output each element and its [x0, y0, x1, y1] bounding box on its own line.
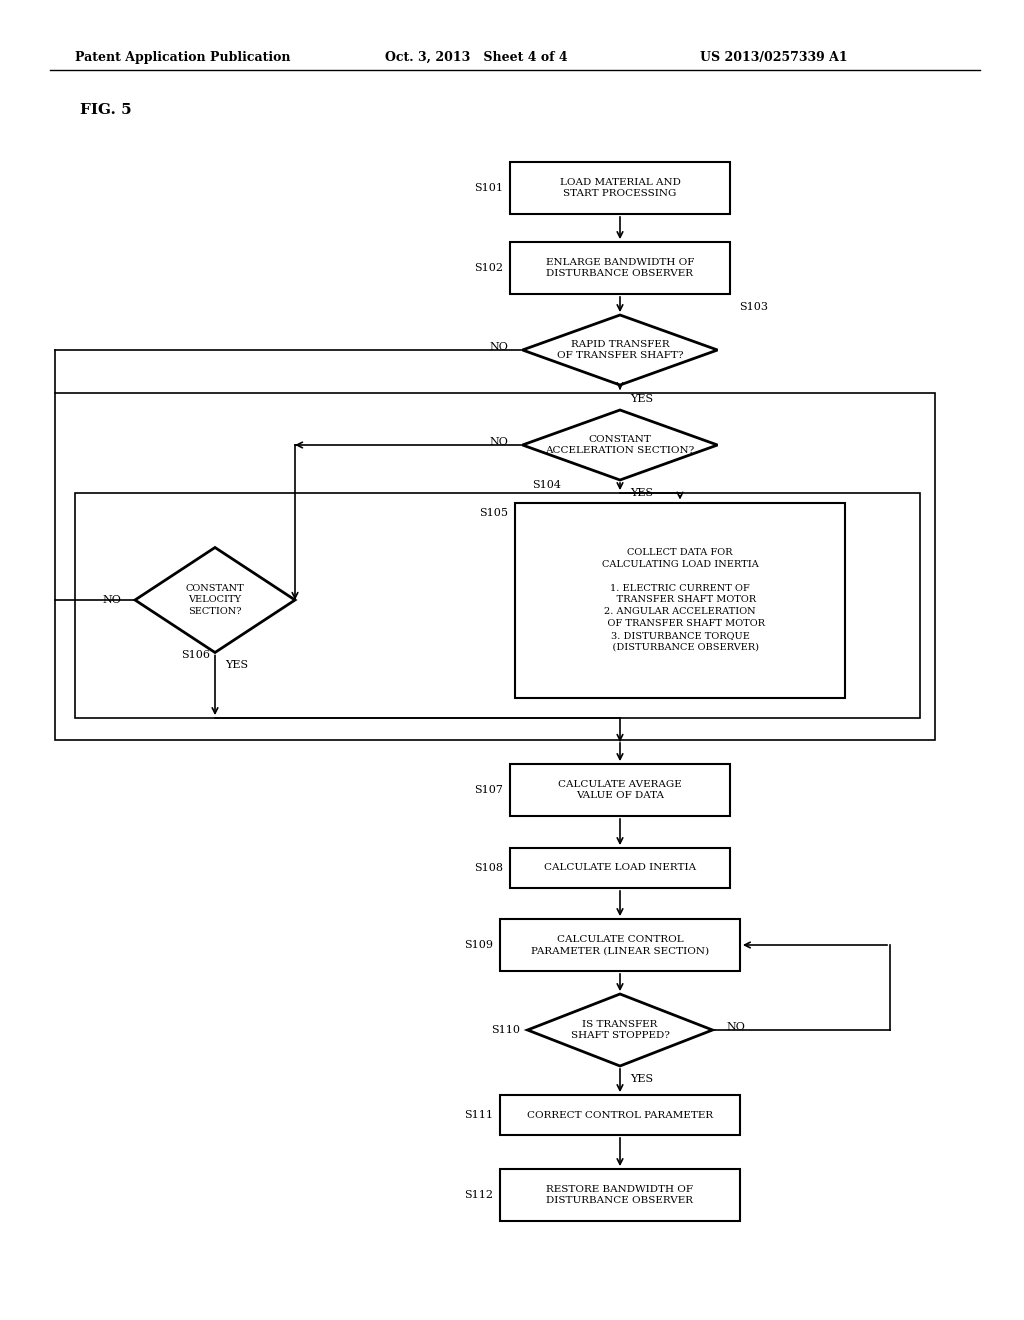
Text: S107: S107 — [474, 785, 503, 795]
Text: YES: YES — [630, 393, 653, 404]
Text: S102: S102 — [474, 263, 503, 273]
Text: NO: NO — [489, 437, 509, 447]
Text: LOAD MATERIAL AND
START PROCESSING: LOAD MATERIAL AND START PROCESSING — [559, 178, 680, 198]
Polygon shape — [135, 548, 295, 652]
Polygon shape — [522, 315, 718, 385]
Text: YES: YES — [630, 488, 653, 498]
Text: S101: S101 — [474, 183, 503, 193]
Text: YES: YES — [225, 660, 248, 669]
Text: NO: NO — [102, 595, 121, 605]
FancyBboxPatch shape — [500, 919, 740, 972]
Text: S112: S112 — [464, 1191, 493, 1200]
Text: YES: YES — [630, 1074, 653, 1084]
Text: COLLECT DATA FOR
CALCULATING LOAD INERTIA

1. ELECTRIC CURRENT OF
    TRANSFER S: COLLECT DATA FOR CALCULATING LOAD INERTI… — [595, 548, 765, 652]
Text: NO: NO — [489, 342, 509, 352]
FancyBboxPatch shape — [500, 1096, 740, 1135]
Text: Oct. 3, 2013   Sheet 4 of 4: Oct. 3, 2013 Sheet 4 of 4 — [385, 50, 567, 63]
FancyBboxPatch shape — [515, 503, 845, 697]
Text: ENLARGE BANDWIDTH OF
DISTURBANCE OBSERVER: ENLARGE BANDWIDTH OF DISTURBANCE OBSERVE… — [546, 257, 694, 279]
FancyBboxPatch shape — [510, 847, 730, 888]
Text: S111: S111 — [464, 1110, 493, 1119]
Text: NO: NO — [726, 1022, 745, 1032]
FancyBboxPatch shape — [510, 162, 730, 214]
Text: S110: S110 — [492, 1026, 520, 1035]
Text: S108: S108 — [474, 863, 503, 873]
FancyBboxPatch shape — [510, 764, 730, 816]
Text: CALCULATE LOAD INERTIA: CALCULATE LOAD INERTIA — [544, 863, 696, 873]
FancyBboxPatch shape — [500, 1170, 740, 1221]
Text: CORRECT CONTROL PARAMETER: CORRECT CONTROL PARAMETER — [527, 1110, 713, 1119]
Polygon shape — [527, 994, 713, 1067]
Text: S104: S104 — [532, 480, 561, 490]
Text: S106: S106 — [181, 651, 210, 660]
Text: CALCULATE CONTROL
PARAMETER (LINEAR SECTION): CALCULATE CONTROL PARAMETER (LINEAR SECT… — [530, 935, 709, 956]
Text: FIG. 5: FIG. 5 — [80, 103, 132, 117]
Text: RAPID TRANSFER
OF TRANSFER SHAFT?: RAPID TRANSFER OF TRANSFER SHAFT? — [557, 341, 683, 360]
Text: CONSTANT
ACCELERATION SECTION?: CONSTANT ACCELERATION SECTION? — [546, 436, 694, 455]
Polygon shape — [522, 411, 718, 480]
Text: US 2013/0257339 A1: US 2013/0257339 A1 — [700, 50, 848, 63]
Text: RESTORE BANDWIDTH OF
DISTURBANCE OBSERVER: RESTORE BANDWIDTH OF DISTURBANCE OBSERVE… — [547, 1184, 693, 1205]
Text: Patent Application Publication: Patent Application Publication — [75, 50, 291, 63]
Text: S109: S109 — [464, 940, 493, 950]
Text: S105: S105 — [479, 507, 508, 517]
Text: CALCULATE AVERAGE
VALUE OF DATA: CALCULATE AVERAGE VALUE OF DATA — [558, 780, 682, 800]
Text: IS TRANSFER
SHAFT STOPPED?: IS TRANSFER SHAFT STOPPED? — [570, 1020, 670, 1040]
Text: S103: S103 — [739, 302, 768, 312]
FancyBboxPatch shape — [510, 242, 730, 294]
Text: CONSTANT
VELOCITY
SECTION?: CONSTANT VELOCITY SECTION? — [185, 585, 245, 615]
